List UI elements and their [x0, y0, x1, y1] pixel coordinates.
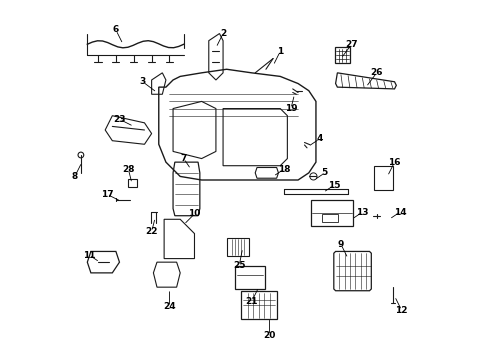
- Text: 21: 21: [245, 297, 257, 306]
- Text: 11: 11: [82, 251, 95, 260]
- Text: 20: 20: [263, 331, 275, 340]
- Text: 6: 6: [113, 26, 119, 35]
- Text: 16: 16: [387, 158, 400, 167]
- Text: 17: 17: [101, 190, 113, 199]
- Text: 7: 7: [180, 154, 186, 163]
- Text: 10: 10: [188, 210, 200, 219]
- Text: 8: 8: [72, 172, 78, 181]
- Text: 18: 18: [277, 165, 289, 174]
- Text: 1: 1: [277, 47, 283, 56]
- Text: 28: 28: [122, 165, 134, 174]
- Text: 4: 4: [316, 134, 322, 143]
- Text: 25: 25: [232, 261, 245, 270]
- Text: 26: 26: [370, 68, 382, 77]
- Text: 12: 12: [395, 306, 407, 315]
- Text: 27: 27: [345, 40, 357, 49]
- Text: 14: 14: [393, 208, 406, 217]
- Text: 2: 2: [220, 29, 226, 38]
- Text: 5: 5: [321, 168, 327, 177]
- Text: 24: 24: [163, 302, 176, 311]
- Text: 13: 13: [355, 208, 368, 217]
- Text: 23: 23: [113, 115, 125, 124]
- Text: 15: 15: [327, 181, 339, 190]
- Text: 22: 22: [145, 227, 158, 236]
- Text: 9: 9: [337, 240, 344, 249]
- Text: 19: 19: [284, 104, 297, 113]
- Text: 3: 3: [139, 77, 145, 86]
